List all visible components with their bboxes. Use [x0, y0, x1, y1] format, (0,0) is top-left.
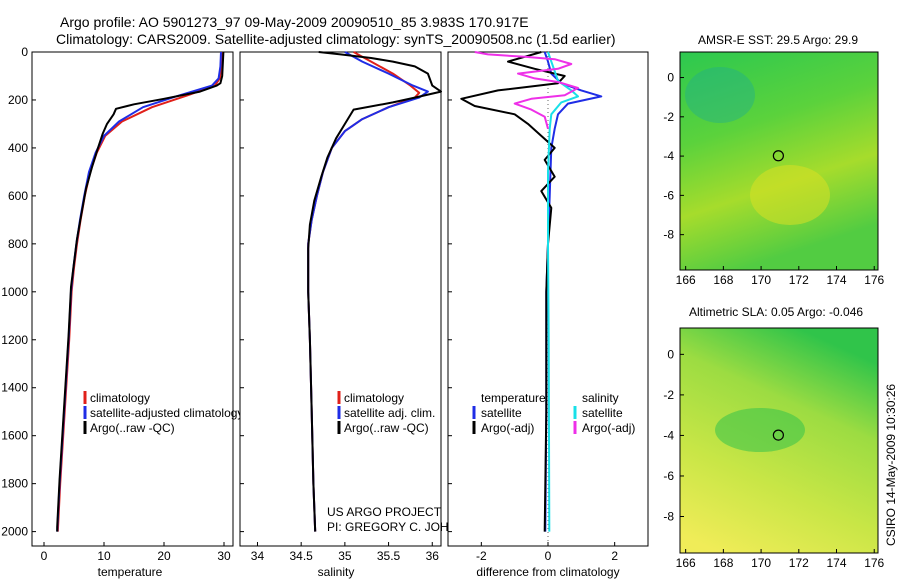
x-tick-label: 168	[713, 273, 733, 287]
x-tick-label: 166	[676, 273, 696, 287]
sst-map-title: AMSR-E SST: 29.5 Argo: 29.9	[698, 33, 858, 47]
y-tick-label: 0	[21, 45, 28, 59]
difference-panel: -2 0 2 difference from climatology tempera…	[447, 51, 649, 579]
y-tick-label: -8	[663, 510, 674, 524]
y-tick-label: 400	[8, 141, 28, 155]
y-tick-label: -6	[663, 188, 674, 202]
legend-label-temp-argo: Argo(-adj)	[481, 421, 534, 435]
legend-label-sal-argo: Argo(-adj)	[582, 421, 635, 435]
y-tick-label: -8	[663, 228, 674, 242]
y-tick-label: -2	[663, 388, 674, 402]
sst-cool-patch	[685, 67, 755, 123]
y-tick-label: -6	[663, 469, 674, 483]
series-line-salinity-argo-adj-	[474, 51, 579, 129]
legend-label-sal-satellite: satellite	[582, 406, 623, 420]
x-tick-label: 170	[751, 273, 771, 287]
sla-green-patch	[715, 408, 805, 452]
x-tick-label: 174	[826, 273, 846, 287]
legend-label-climatology: climatology	[90, 391, 150, 405]
x-tick-label: 168	[713, 556, 733, 570]
sla-map-panel: Altimetric SLA: 0.05 Argo: -0.046 166 168…	[663, 305, 884, 570]
y-tick-label: -4	[663, 428, 674, 442]
y-tick-label: 200	[8, 93, 28, 107]
y-tick-label: 1400	[1, 381, 28, 395]
difference-axis-label: difference from climatology	[476, 565, 619, 579]
legend-label-temp-satellite: satellite	[481, 406, 522, 420]
legend-label-argo: Argo(..raw -QC)	[344, 421, 429, 435]
series-line-salinity-satellite	[547, 51, 579, 532]
timestamp-label: CSIRO 14-May-2009 10:30:26	[884, 384, 898, 546]
figure-title-line-1: Argo profile: AO 5901273_97 09-May-2009 …	[60, 14, 529, 30]
y-tick-label: 1800	[1, 477, 28, 491]
salinity-plot-frame	[239, 51, 442, 547]
argo-position-marker	[772, 429, 784, 441]
salinity-legend: climatology satellite adj. clim. Argo(..…	[337, 391, 435, 435]
x-tick-label: 35.5	[377, 549, 401, 563]
salinity-axis-label: salinity	[318, 565, 355, 579]
y-tick-label: 2000	[1, 525, 28, 539]
x-tick-label: 0	[41, 549, 48, 563]
sst-map-panel: AMSR-E SST: 29.5 Argo: 29.9 166 168 170 172…	[663, 33, 884, 287]
y-tick-label: 600	[8, 189, 28, 203]
legend-header-salinity: salinity	[582, 391, 619, 405]
y-tick-label: -4	[663, 149, 674, 163]
x-tick-label: 30	[217, 549, 231, 563]
argo-position-marker	[772, 150, 784, 162]
x-tick-label: 172	[789, 556, 809, 570]
project-label: US ARGO PROJECT	[327, 505, 442, 519]
x-tick-label: 36	[426, 549, 440, 563]
x-tick-label: 0	[545, 549, 552, 563]
legend-label-argo: Argo(..raw -QC)	[90, 421, 175, 435]
x-tick-label: 20	[157, 549, 171, 563]
sst-map-frame	[679, 51, 879, 271]
x-tick-label: 172	[789, 273, 809, 287]
legend-label-satellite-adj: satellite adj. clim.	[344, 406, 435, 420]
legend-label-satellite-adjusted: satellite-adjusted climatology	[90, 406, 243, 420]
y-tick-label: 1000	[1, 285, 28, 299]
sla-map-frame	[679, 327, 879, 554]
x-tick-label: 2	[611, 549, 618, 563]
y-tick-label: 0	[667, 347, 674, 361]
x-tick-label: 176	[864, 273, 884, 287]
x-tick-label: 174	[826, 556, 846, 570]
salinity-panel: 34 34.5 35 35.5 36 salinity climatology sate…	[239, 51, 483, 579]
x-tick-label: 34.5	[289, 549, 313, 563]
y-tick-label: 1200	[1, 333, 28, 347]
x-tick-label: 34	[251, 549, 265, 563]
pi-label: PI: GREGORY C. JOHNSON	[327, 520, 483, 534]
x-tick-label: 170	[751, 556, 771, 570]
x-tick-label: 166	[676, 556, 696, 570]
x-tick-label: -2	[476, 549, 487, 563]
legend-header-temperature: temperature	[481, 391, 546, 405]
temperature-panel: 0 200 400 600 800 1000 1200 1400 1600 1800 2000 0 1…	[1, 45, 243, 579]
temperature-axis-label: temperature	[98, 565, 163, 579]
temperature-plot-frame	[31, 51, 234, 547]
x-tick-label: 35	[338, 549, 352, 563]
figure-title-line-2: Climatology: CARS2009. Satellite-adjuste…	[56, 31, 616, 47]
series-line-argo	[307, 51, 442, 532]
y-tick-label: -2	[663, 110, 674, 124]
temperature-legend: climatology satellite-adjusted climatolo…	[83, 391, 243, 435]
difference-legend: temperature satellite Argo(-adj) salinit…	[472, 391, 635, 435]
y-tick-label: 1600	[1, 429, 28, 443]
legend-label-climatology: climatology	[344, 391, 404, 405]
x-tick-label: 10	[97, 549, 111, 563]
series-line-argo	[56, 51, 225, 532]
y-tick-label: 800	[8, 237, 28, 251]
sst-warm-patch	[750, 165, 830, 225]
x-tick-label: 176	[864, 556, 884, 570]
sla-map-title: Altimetric SLA: 0.05 Argo: -0.046	[689, 305, 863, 319]
y-tick-label: 0	[667, 71, 674, 85]
